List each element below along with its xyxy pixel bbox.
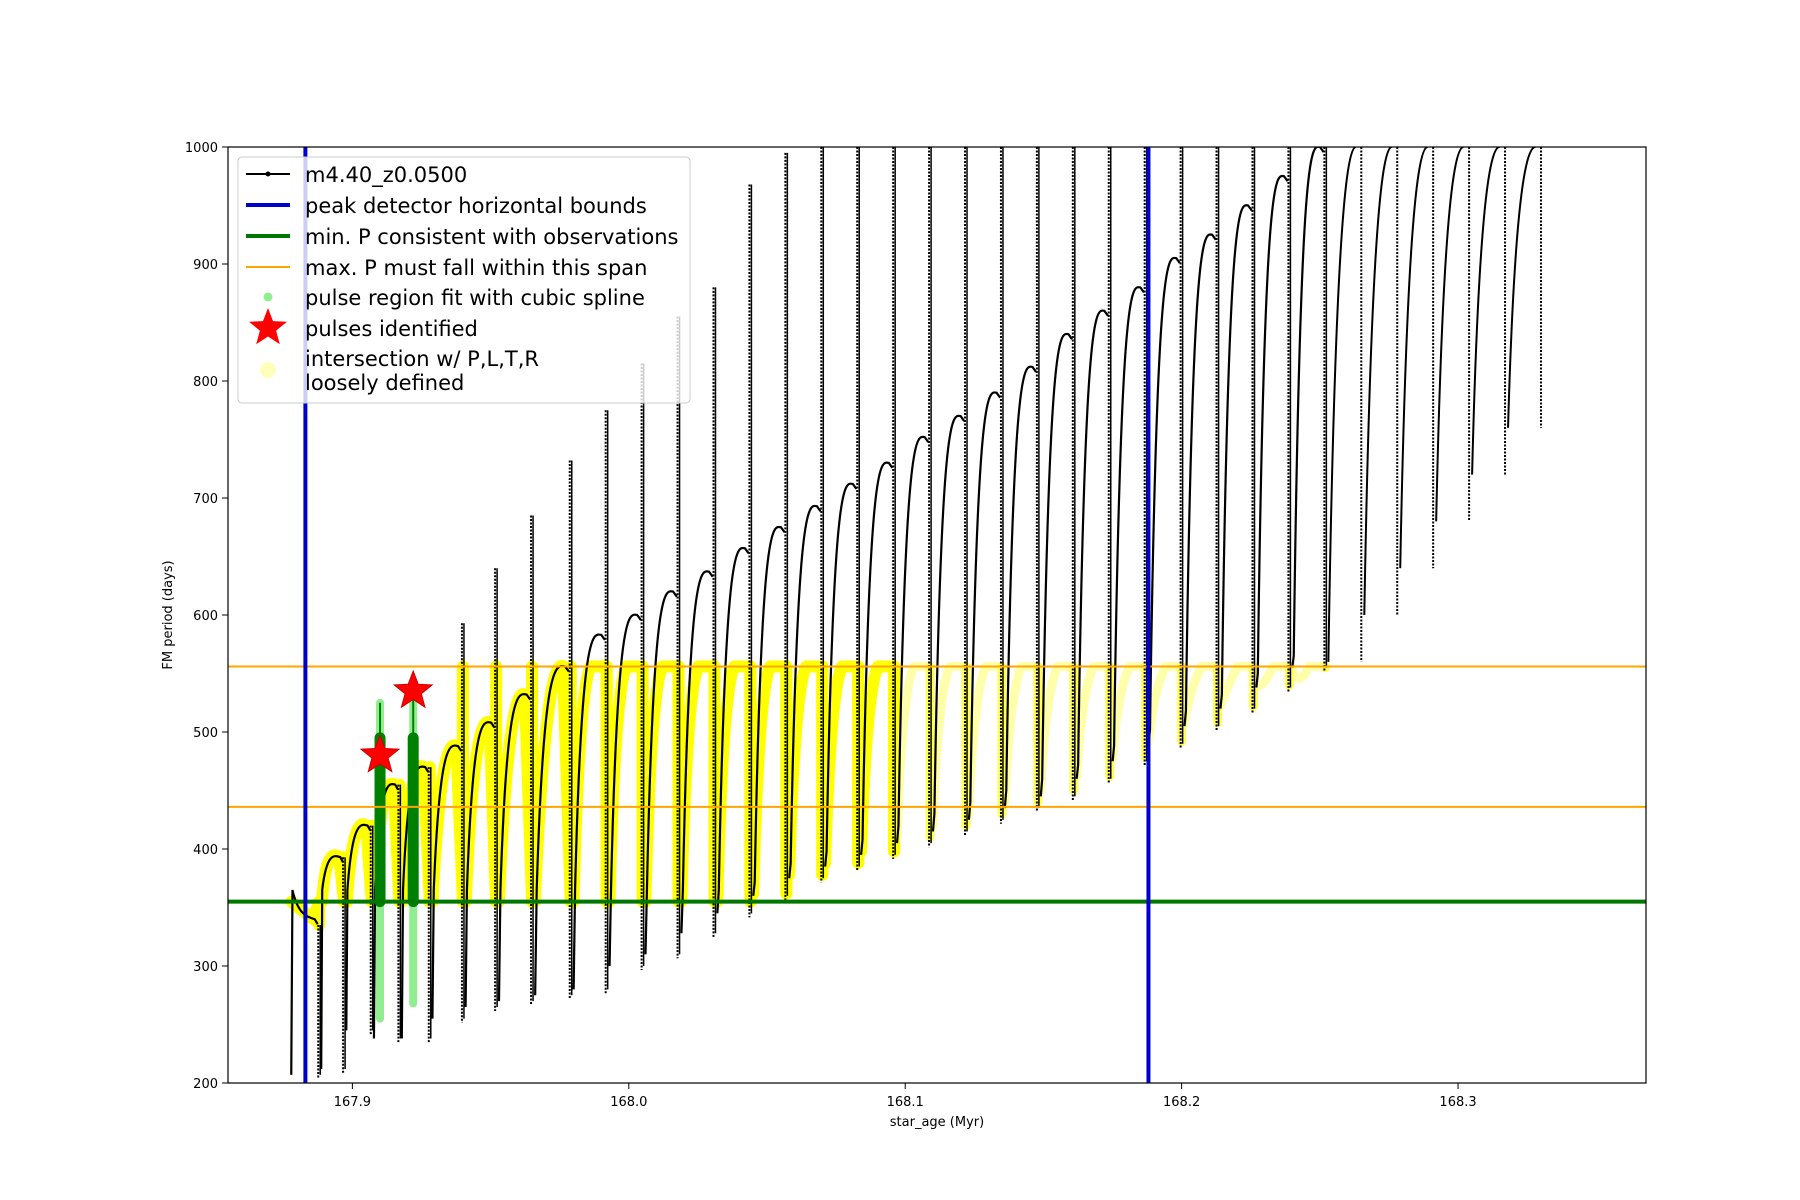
x-tick-label: 168.3 bbox=[1439, 1095, 1476, 1110]
series-pulse bbox=[1219, 204, 1253, 709]
series-pulse bbox=[1075, 309, 1109, 779]
intersection-region bbox=[1108, 661, 1151, 763]
pulse-identified-star bbox=[392, 669, 434, 709]
axes: 167.9 168.0 168.1 168.2 168.3 200 300 400 500 600… bbox=[185, 141, 1647, 1110]
series-pulse bbox=[644, 590, 678, 955]
legend-label: min. P consistent with observations bbox=[305, 225, 678, 249]
pulse-identified-star bbox=[359, 733, 401, 773]
y-tick-label: 700 bbox=[193, 492, 218, 507]
legend-handle-dot bbox=[263, 292, 273, 302]
y-tick-label: 300 bbox=[193, 960, 218, 975]
legend-label: loosely defined bbox=[305, 371, 464, 395]
series-pulse bbox=[967, 391, 1002, 820]
x-tick-label: 168.2 bbox=[1163, 1095, 1200, 1110]
intersection-region bbox=[1179, 661, 1223, 728]
series-pulse bbox=[1255, 174, 1289, 688]
intersection-region bbox=[1143, 661, 1187, 746]
series-pulse bbox=[680, 570, 714, 934]
x-tick-label: 167.9 bbox=[334, 1095, 371, 1110]
legend-label: max. P must fall within this span bbox=[305, 256, 647, 280]
y-tick-label: 1000 bbox=[185, 141, 218, 156]
series-tail-arch bbox=[1327, 147, 1357, 662]
series-pulse bbox=[931, 414, 966, 832]
x-axis-label: star_age (Myr) bbox=[890, 1115, 984, 1130]
series-pulse bbox=[716, 546, 750, 914]
legend-box bbox=[237, 156, 691, 404]
series-pulse bbox=[608, 613, 642, 967]
series-pulse bbox=[1147, 256, 1181, 744]
intersection-region bbox=[1287, 661, 1330, 683]
y-tick-label: 200 bbox=[193, 1077, 218, 1092]
series-pulse bbox=[824, 482, 858, 867]
series-pulse bbox=[1291, 147, 1325, 668]
series-pulse bbox=[1183, 233, 1217, 727]
legend-label: intersection w/ P,L,T,R bbox=[305, 347, 539, 371]
intersection-region bbox=[964, 661, 1007, 819]
x-tick-label: 168.1 bbox=[887, 1095, 924, 1110]
legend-handle-bigdot bbox=[260, 362, 276, 378]
y-tick-label: 900 bbox=[193, 258, 218, 273]
x-tick-label: 168.0 bbox=[610, 1095, 647, 1110]
series-pulse bbox=[497, 693, 532, 1002]
series-pulse bbox=[860, 461, 894, 855]
series-pulse bbox=[788, 504, 822, 879]
series-pulse bbox=[320, 855, 344, 1069]
y-axis-label: FM period (days) bbox=[161, 560, 176, 669]
series-tail-arch bbox=[1507, 147, 1536, 428]
series-pulse bbox=[431, 744, 463, 1019]
series-tail-arch bbox=[1471, 147, 1500, 475]
intersection-region bbox=[1072, 661, 1115, 781]
series-tail-arch bbox=[1363, 147, 1393, 616]
plot-content bbox=[228, 147, 1646, 1083]
series-pulse bbox=[345, 823, 372, 1031]
legend-label: pulse region fit with cubic spline bbox=[305, 286, 645, 310]
series-tail-arch bbox=[1435, 147, 1464, 522]
intersection-region bbox=[1251, 661, 1294, 691]
y-tick-label: 500 bbox=[193, 726, 218, 741]
legend-handle-star bbox=[249, 308, 287, 345]
series-pulse bbox=[1003, 365, 1037, 809]
y-tick-label: 800 bbox=[193, 375, 218, 390]
intersection-region bbox=[1036, 661, 1079, 795]
y-tick-label: 600 bbox=[193, 609, 218, 624]
series-pulse bbox=[752, 525, 786, 896]
series-pulse bbox=[895, 435, 930, 844]
series-pulse bbox=[1039, 332, 1073, 797]
legend-label: peak detector horizontal bounds bbox=[305, 194, 647, 218]
intersection-region bbox=[1215, 661, 1258, 711]
intersection-region bbox=[1000, 661, 1043, 807]
series-pulse bbox=[1111, 286, 1145, 762]
series-pulse bbox=[290, 889, 319, 1075]
series-tail-arch bbox=[1399, 147, 1429, 569]
legend-label: m4.40_z0.0500 bbox=[305, 163, 467, 188]
legend-handle-marker bbox=[265, 171, 271, 177]
series-pulse bbox=[464, 721, 496, 1007]
legend-label: pulses identified bbox=[305, 317, 478, 341]
y-tick-label: 400 bbox=[193, 843, 218, 858]
series-pulse bbox=[572, 633, 606, 990]
